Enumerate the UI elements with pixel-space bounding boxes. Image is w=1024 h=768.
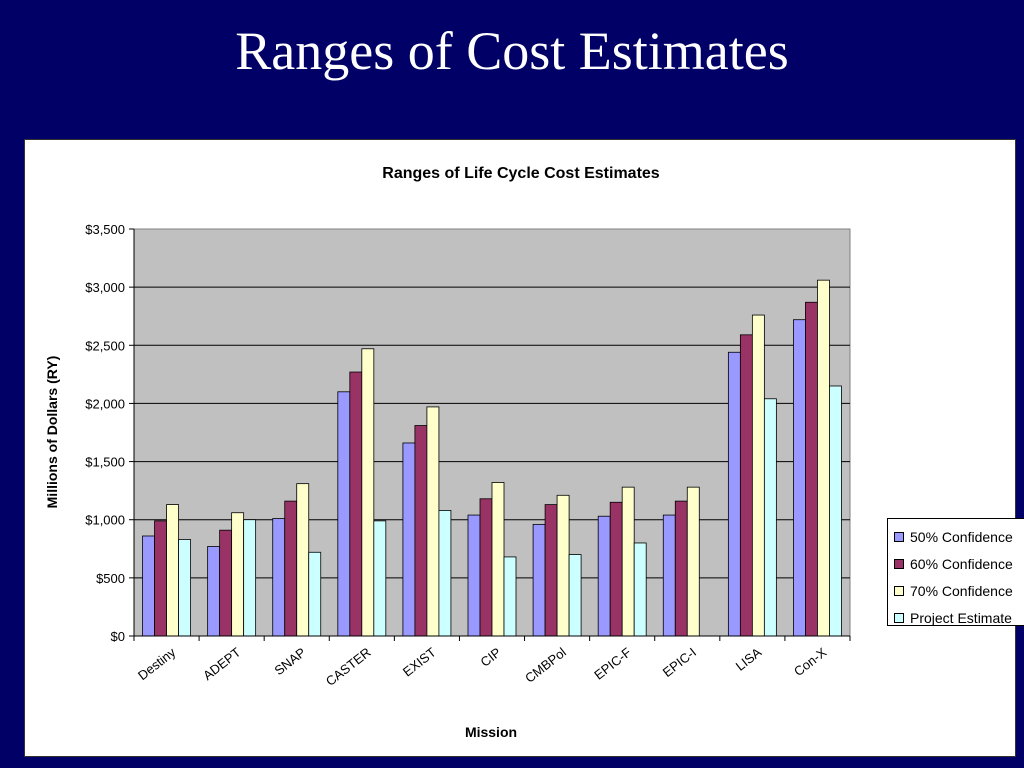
y-tick-label: $3,500	[85, 222, 125, 237]
y-tick-label: $0	[111, 629, 125, 644]
bar	[243, 519, 257, 637]
bar	[231, 512, 245, 637]
legend-label-60: 60% Confidence	[910, 555, 1013, 572]
x-tick-label: EPIC-I	[660, 645, 699, 680]
y-tick-label: $3,000	[85, 280, 125, 295]
axes	[129, 228, 851, 641]
legend-label-70: 70% Confidence	[910, 582, 1013, 599]
legend-item-70: 70% Confidence	[894, 577, 1024, 604]
bar	[597, 515, 611, 637]
bar	[207, 546, 221, 637]
bar	[817, 279, 830, 637]
x-tick-labels: Destiny ADEPT SNAP CASTER EXIST CIP CMBPol EPIC…	[135, 644, 830, 689]
y-axis-title: Millions of Dollars (RY)	[44, 356, 60, 509]
bar	[739, 334, 753, 637]
bar	[154, 520, 167, 637]
x-axis-title: Mission	[465, 724, 517, 740]
legend-swatch-70	[894, 585, 904, 596]
legend-item-project: Project Estimate	[894, 604, 1024, 631]
bar	[361, 348, 375, 637]
y-tick-labels: $0 $500 $1,000 $1,500 $2,000 $2,500 $3,000 $3,5…	[85, 222, 125, 644]
bar	[272, 518, 286, 637]
legend-swatch-50	[894, 531, 904, 542]
bar	[178, 539, 191, 637]
bar	[568, 554, 582, 637]
legend-swatch-60	[894, 558, 904, 569]
x-tick-label: EXIST	[400, 645, 439, 680]
bar	[349, 371, 363, 637]
bar	[674, 500, 688, 637]
x-tick-label: Destiny	[135, 644, 179, 683]
y-tick-label: $500	[96, 571, 125, 586]
bar	[296, 483, 310, 637]
x-tick-label: CIP	[478, 645, 504, 670]
x-tick-label: LISA	[733, 644, 765, 673]
bar	[829, 385, 842, 637]
legend-swatch-project	[894, 612, 904, 623]
y-tick-label: $2,000	[85, 396, 125, 411]
chart-title: Ranges of Life Cycle Cost Estimates	[382, 165, 660, 182]
bar	[727, 351, 741, 637]
bar	[686, 486, 700, 637]
x-tick-label: CASTER	[323, 645, 374, 689]
bar	[491, 482, 505, 637]
bar	[609, 501, 623, 637]
bar	[142, 535, 155, 637]
bar	[479, 498, 493, 637]
y-tick-label: $1,000	[85, 513, 125, 528]
bar	[337, 391, 351, 637]
bar	[426, 406, 440, 637]
bar	[763, 398, 777, 637]
bar	[284, 500, 298, 637]
bar	[503, 556, 517, 637]
x-tick-label: EPIC-F	[591, 645, 634, 683]
bar	[662, 514, 676, 637]
bar	[402, 442, 416, 637]
bar	[414, 425, 428, 637]
bar	[751, 314, 765, 637]
y-tick-label: $1,500	[85, 455, 125, 470]
bar	[467, 514, 481, 637]
y-tick-label: $2,500	[85, 338, 125, 353]
x-tick-label: Con-X	[791, 644, 830, 679]
legend-label-50: 50% Confidence	[910, 528, 1013, 545]
bar	[621, 486, 635, 637]
bar	[805, 301, 818, 637]
bar	[633, 542, 647, 637]
legend-item-50: 50% Confidence	[894, 523, 1024, 550]
bar	[166, 504, 179, 637]
x-tick-label: SNAP	[271, 645, 308, 679]
bar	[544, 504, 558, 637]
bar	[219, 529, 233, 637]
x-tick-label: CMBPol	[522, 644, 569, 685]
bar	[793, 319, 806, 637]
bars	[142, 279, 842, 637]
chart-svg: Ranges of Life Cycle Cost Estimates $0 $5…	[44, 165, 851, 740]
legend-label-project: Project Estimate	[910, 609, 1012, 626]
bar	[308, 551, 322, 637]
x-tick-label: ADEPT	[200, 645, 243, 684]
legend: 50% Confidence 60% Confidence 70% Confid…	[887, 518, 1024, 626]
bar	[438, 510, 452, 637]
bar	[373, 520, 387, 637]
bar	[532, 523, 546, 637]
bar	[556, 494, 570, 637]
legend-item-60: 60% Confidence	[894, 550, 1024, 577]
chart-panel: Ranges of Life Cycle Cost Estimates $0 $5…	[24, 139, 1024, 757]
slide-title: Ranges of Cost Estimates	[235, 21, 789, 81]
